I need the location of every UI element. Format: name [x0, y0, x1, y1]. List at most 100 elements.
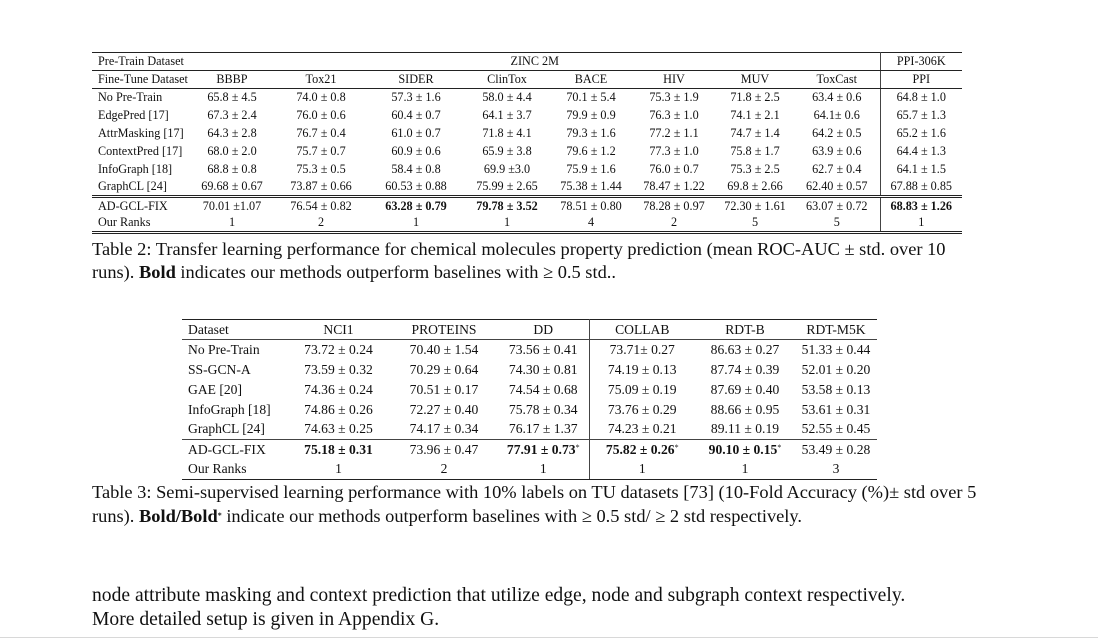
table-cell: 70.01 ±1.07 — [202, 198, 262, 213]
table-row: InfoGraph [18] 68.8 ± 0.8 75.3 ± 0.5 58.4 ±… — [92, 160, 962, 179]
table-2-transfer-learning: Pre-Train Dataset ZINC 2M PPI-306K Fine-… — [92, 52, 962, 234]
table-cell: 75.99 ± 2.65 — [464, 178, 550, 198]
table-2-baseline-rows: No Pre-Train 65.8 ± 4.5 74.0 ± 0.8 57.3 ± 1… — [92, 88, 962, 198]
table-cell: 75.3 ± 0.5 — [296, 162, 346, 176]
method-name: AD-GCL-FIX — [98, 198, 168, 213]
table-cell: 57.3 ± 1.6 — [391, 90, 441, 105]
rank-cell: 1 — [695, 459, 795, 480]
table-cell: 64.8 ± 1.0 — [896, 90, 946, 105]
table-row: InfoGraph [18] 74.86 ± 0.26 72.27 ± 0.40 75… — [182, 399, 877, 420]
table-cell: 64.4 ± 1.3 — [896, 144, 946, 158]
rank-cell: 1 — [880, 214, 962, 234]
table-cell: 74.17 ± 0.34 — [390, 419, 498, 440]
rank-cell: 1 — [190, 214, 274, 234]
table-cell: 74.0 ± 0.8 — [296, 90, 346, 105]
table-cell: 72.30 ± 1.61 — [724, 198, 786, 213]
table-cell: 65.7 ± 1.3 — [896, 108, 946, 122]
rank-cell: 4 — [550, 214, 632, 234]
table-cell: 75.38 ± 1.44 — [550, 178, 632, 198]
table-cell: 63.07 ± 0.72 — [794, 196, 881, 215]
table-cell: 75.3 ± 2.5 — [730, 162, 780, 176]
dataset-label: Dataset — [182, 319, 287, 340]
table-cell: 65.2 ± 1.6 — [896, 126, 946, 140]
table-cell: 68.8 ± 0.8 — [207, 162, 257, 176]
table-cell: 88.66 ± 0.95 — [710, 401, 780, 417]
column-header: SIDER — [368, 70, 464, 89]
table-cell: 75.18 ± 0.31 — [304, 441, 373, 457]
table-cell: 74.86 ± 0.26 — [304, 401, 373, 417]
column-header: PROTEINS — [390, 319, 498, 340]
table-cell: 52.01 ± 0.20 — [801, 361, 871, 377]
caption-bold: Bold — [139, 262, 176, 282]
table-cell: 76.3 ± 1.0 — [649, 108, 699, 122]
column-header: MUV — [716, 70, 794, 89]
table-row: No Pre-Train 73.72 ± 0.24 70.40 ± 1.54 73.5… — [182, 339, 877, 360]
table-cell: 62.40 ± 0.57 — [794, 178, 881, 198]
table-cell: 58.4 ± 0.8 — [391, 162, 441, 176]
table-cell: 73.56 ± 0.41 — [498, 339, 590, 360]
table-row: EdgePred [17] 67.3 ± 2.4 76.0 ± 0.6 60.4 ± … — [92, 106, 962, 125]
pretrain-ppi-header: PPI-306K — [880, 52, 962, 71]
table-cell: 64.1 ± 3.7 — [482, 108, 532, 122]
method-name: No Pre-Train — [98, 90, 163, 105]
ranks-label: Our Ranks — [92, 214, 190, 234]
table-cell: 69.9 ±3.0 — [483, 162, 531, 176]
table-cell: 64.1 ± 1.5 — [896, 162, 946, 176]
table-cell: 75.78 ± 0.34 — [498, 399, 590, 420]
caption-bold: Bold/Bold* — [139, 506, 222, 526]
rank-cell: 5 — [794, 214, 881, 234]
table-cell: 76.17 ± 1.37 — [498, 419, 590, 440]
table-cell: 78.47 ± 1.22 — [632, 178, 716, 198]
rank-cell: 2 — [632, 214, 716, 234]
column-header: PPI — [880, 70, 962, 89]
table-cell: 64.2 ± 0.5 — [794, 124, 881, 143]
table-cell: 67.3 ± 2.4 — [207, 108, 257, 122]
method-name: EdgePred [17] — [98, 108, 169, 122]
method-name: No Pre-Train — [188, 341, 260, 357]
table-cell: 60.4 ± 0.7 — [391, 108, 441, 122]
caption-text: indicates our methods outperform baselin… — [175, 262, 616, 282]
table-2-pretrain-header-row: Pre-Train Dataset ZINC 2M PPI-306K — [92, 52, 962, 71]
table-2-caption: Table 2: Transfer learning performance f… — [92, 238, 992, 284]
table-3-ranks-row: Our Ranks 1 2 1 1 1 3 — [182, 459, 877, 480]
method-name: SS-GCN-A — [188, 361, 251, 377]
table-cell: 73.87 ± 0.66 — [274, 178, 368, 198]
table-cell: 78.51 ± 0.80 — [560, 198, 622, 213]
table-cell: 58.0 ± 4.4 — [482, 90, 532, 105]
table-cell: 60.53 ± 0.88 — [368, 178, 464, 198]
table-cell: 87.69 ± 0.40 — [710, 381, 780, 397]
table-cell: 69.8 ± 2.66 — [716, 178, 794, 198]
column-header: RDT-M5K — [795, 319, 877, 340]
table-cell: 76.0 ± 0.7 — [649, 162, 699, 176]
column-header: COLLAB — [589, 319, 695, 340]
table-cell: 74.54 ± 0.68 — [498, 379, 590, 400]
table-cell: 51.33 ± 0.44 — [801, 341, 871, 357]
table-cell: 76.0 ± 0.6 — [296, 108, 346, 122]
table-cell: 74.7 ± 1.4 — [730, 126, 780, 140]
table-cell: 74.63 ± 0.25 — [287, 419, 390, 440]
column-header: BBBP — [190, 70, 274, 89]
rank-cell: 2 — [390, 459, 498, 480]
table-cell: 76.54 ± 0.82 — [290, 198, 352, 213]
table-3-ours-row: AD-GCL-FIX 75.18 ± 0.31 73.96 ± 0.47 77.91 … — [182, 439, 877, 460]
table-cell: 65.9 ± 3.8 — [482, 144, 532, 158]
table-2-ours-row: AD-GCL-FIX 70.01 ±1.07 76.54 ± 0.82 63.28 ±… — [92, 196, 962, 215]
table-cell: 71.8 ± 4.1 — [482, 126, 532, 140]
column-header: ToxCast — [794, 70, 881, 89]
table-cell: 74.1 ± 2.1 — [730, 108, 780, 122]
table-cell: 75.3 ± 1.9 — [649, 90, 699, 105]
table-cell: 68.83 ± 1.26 — [890, 198, 953, 213]
rank-cell: 1 — [287, 459, 390, 480]
table-2-ranks-row: Our Ranks 1 2 1 1 4 2 5 5 1 — [92, 214, 962, 234]
table-cell: 52.55 ± 0.45 — [795, 419, 877, 440]
table-row: AttrMasking [17] 64.3 ± 2.8 76.7 ± 0.4 61.0… — [92, 124, 962, 143]
table-cell: 67.88 ± 0.85 — [880, 178, 962, 198]
table-cell: 77.3 ± 1.0 — [649, 144, 699, 158]
table-row: GAE [20] 74.36 ± 0.24 70.51 ± 0.17 74.54 ± … — [182, 379, 877, 400]
table-row: GraphCL [24] 74.63 ± 0.25 74.17 ± 0.34 76.1… — [182, 419, 877, 440]
column-header: Tox21 — [274, 70, 368, 89]
table-cell: 70.29 ± 0.64 — [409, 361, 479, 377]
caption-text: indicate our methods outperform baseline… — [221, 506, 803, 526]
table-cell: 63.9 ± 0.6 — [794, 142, 881, 161]
finetune-dataset-label: Fine-Tune Dataset — [92, 70, 190, 89]
